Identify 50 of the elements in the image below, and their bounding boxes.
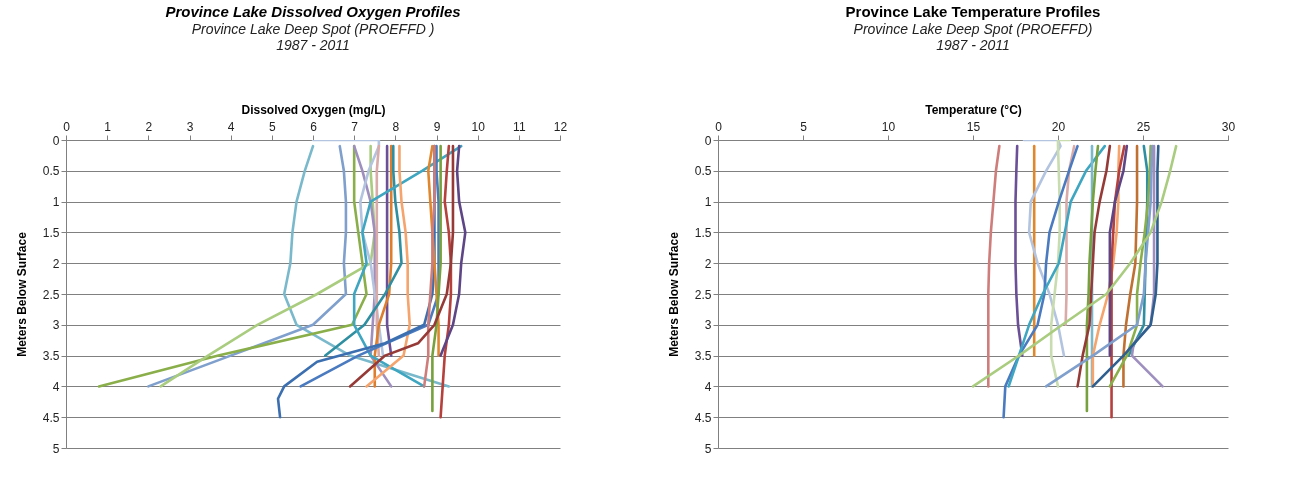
x-tick-label: 4 bbox=[227, 119, 235, 134]
x-tick-label: 2 bbox=[145, 119, 153, 134]
chart-title: Province Lake Temperature Profiles bbox=[845, 3, 1101, 20]
x-tick-label: 0 bbox=[715, 119, 723, 134]
y-tick-label: 1 bbox=[52, 195, 60, 210]
y-tick-label: 1 bbox=[704, 195, 712, 210]
y-tick-label: 4 bbox=[52, 379, 60, 394]
x-tick-label: 10 bbox=[881, 119, 896, 134]
y-tick-label: 4.5 bbox=[42, 410, 60, 425]
x-axis-title: Temperature (°C) bbox=[925, 102, 1022, 117]
y-tick-label: 4 bbox=[704, 379, 712, 394]
chart-title: Province Lake Dissolved Oxygen Profiles bbox=[165, 3, 461, 20]
x-tick-label: 30 bbox=[1221, 119, 1236, 134]
x-tick-label: 10 bbox=[471, 119, 486, 134]
x-tick-label: 8 bbox=[392, 119, 400, 134]
y-tick-label: 1.5 bbox=[694, 225, 712, 240]
y-tick-label: 2 bbox=[52, 256, 60, 271]
x-tick-label: 1 bbox=[104, 119, 112, 134]
y-tick-label: 0.5 bbox=[42, 164, 60, 179]
y-tick-label: 2.5 bbox=[694, 287, 712, 302]
x-tick-label: 7 bbox=[351, 119, 359, 134]
chart-subtitle: Province Lake Deep Spot (PROEFFD ) 1987 - 2011 bbox=[191, 21, 435, 53]
chart-subtitle: Province Lake Deep Spot (PROEFFD) 1987 - 2011 bbox=[853, 21, 1093, 53]
y-tick-label: 3.5 bbox=[42, 349, 60, 364]
y-tick-label: 0 bbox=[52, 133, 60, 148]
y-tick-label: 1.5 bbox=[42, 225, 60, 240]
y-tick-label: 5 bbox=[52, 441, 60, 456]
y-tick-label: 2 bbox=[704, 256, 712, 271]
y-tick-label: 5 bbox=[704, 441, 712, 456]
x-tick-label: 5 bbox=[800, 119, 808, 134]
x-tick-label: 15 bbox=[966, 119, 981, 134]
x-tick-label: 6 bbox=[310, 119, 318, 134]
y-tick-label: 3.5 bbox=[694, 349, 712, 364]
x-tick-label: 9 bbox=[433, 119, 441, 134]
x-tick-label: 5 bbox=[268, 119, 276, 134]
x-tick-label: 20 bbox=[1051, 119, 1066, 134]
x-tick-label: 3 bbox=[186, 119, 194, 134]
y-axis-title: Meters Below Surface bbox=[14, 231, 29, 357]
y-tick-label: 2.5 bbox=[42, 287, 60, 302]
x-tick-label: 12 bbox=[553, 119, 568, 134]
x-tick-label: 0 bbox=[63, 119, 71, 134]
y-tick-label: 4.5 bbox=[694, 410, 712, 425]
x-tick-label: 11 bbox=[513, 119, 526, 134]
y-tick-label: 3 bbox=[52, 318, 60, 333]
x-tick-label: 25 bbox=[1136, 119, 1151, 134]
x-axis-title: Dissolved Oxygen (mg/L) bbox=[241, 102, 386, 117]
y-tick-label: 3 bbox=[704, 318, 712, 333]
y-tick-label: 0 bbox=[704, 133, 712, 148]
y-axis-title: Meters Below Surface bbox=[666, 231, 681, 357]
y-tick-label: 0.5 bbox=[694, 164, 712, 179]
